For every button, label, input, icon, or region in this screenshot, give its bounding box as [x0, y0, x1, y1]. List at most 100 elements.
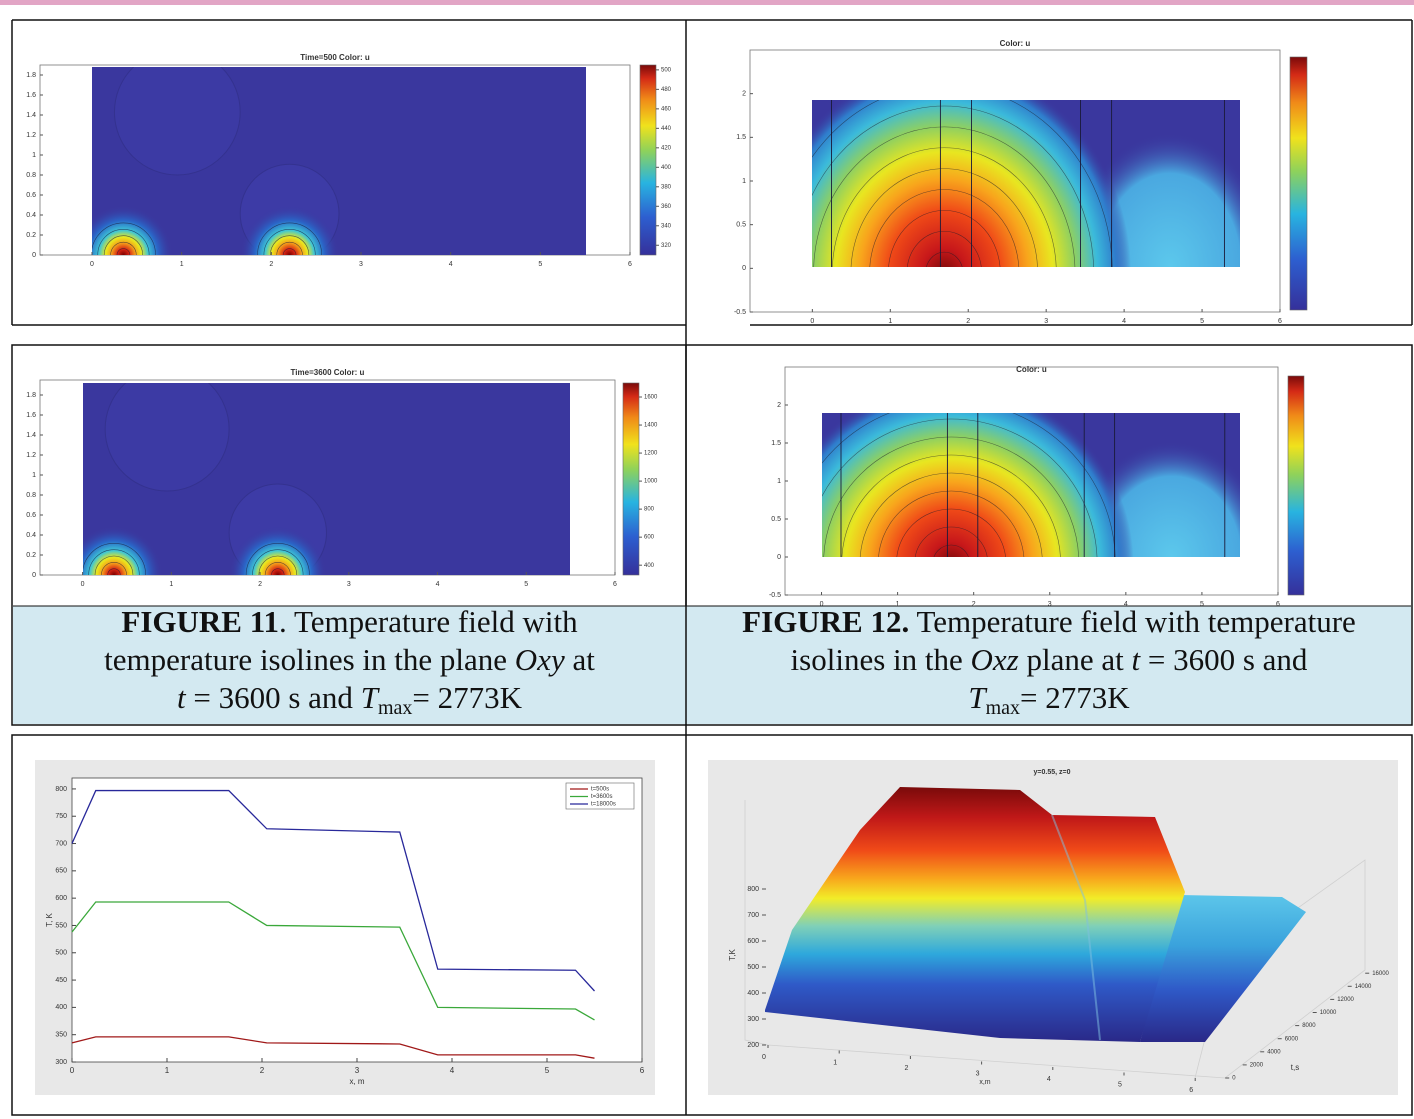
y-tick-label: -0.5 [769, 592, 781, 599]
caption-text: = 2773K [1020, 680, 1130, 715]
isoline [88, 549, 140, 575]
y-tick-label: 0.2 [26, 552, 36, 559]
y-tick-label: 650 [55, 868, 67, 875]
colorbar-tick-label: 440 [661, 126, 672, 132]
x-tick-label: 2 [972, 601, 976, 608]
y-tick-label: 0 [32, 252, 36, 259]
isoline [92, 222, 156, 255]
x-tick-label: 0 [820, 601, 824, 608]
y-tick-label: 550 [55, 922, 67, 929]
y-tick-label: 0.6 [26, 192, 36, 199]
caption-line: t = 3600 s and Tmax= 2773K [177, 679, 522, 727]
row-frame [11, 344, 1413, 726]
isoline [926, 251, 963, 267]
caption-text: t [1131, 642, 1141, 677]
colorbar [622, 382, 640, 576]
caption-text: . Temperature field with [279, 604, 578, 639]
y-tick-label: 14000 [1355, 984, 1372, 990]
x-tick-label: 0 [90, 261, 94, 268]
legend-label: t=18000s [591, 802, 616, 808]
caption-text: max [985, 697, 1021, 719]
y-tick-label: 1.6 [26, 412, 36, 419]
y-tick-label: 600 [55, 895, 67, 902]
colorbar [1289, 56, 1308, 311]
heatmap-panel: Color: u 0 1 2 3 4 5 6 -0.5 0 0.5 1 1.5 2 [734, 39, 1308, 325]
isoline [933, 544, 969, 557]
isoline [276, 241, 303, 255]
top-strip [0, 0, 1414, 5]
z-tick-label: 800 [747, 886, 759, 893]
x-tick-label: 6 [1276, 601, 1280, 608]
caption-text: Temperature field with temperature [909, 604, 1356, 639]
isoline [110, 241, 137, 255]
isoline [832, 147, 1057, 267]
x-tick-label: 4 [1122, 318, 1126, 325]
isoline [270, 235, 310, 255]
caption-text: FIGURE 11 [121, 604, 280, 639]
colorbar-tick-label: 800 [644, 507, 655, 513]
y-tick-label: 750 [55, 813, 67, 820]
colorbar-tick-label: 480 [661, 87, 672, 93]
y-axis-label: t,s [1291, 1063, 1299, 1072]
isoline [264, 562, 291, 575]
y-axis-label: T, K [45, 912, 54, 926]
x-tick-label: 6 [640, 1066, 645, 1075]
caption: FIGURE 12. Temperature field with temper… [687, 604, 1411, 723]
x-tick-label: 5 [1200, 318, 1204, 325]
isoline [869, 189, 1020, 267]
y-tick-label: 0 [742, 265, 746, 272]
surface-title: y=0.55, z=0 [1034, 769, 1071, 776]
caption: FIGURE 11. Temperature field with tempera… [13, 604, 686, 723]
caption-line: isolines in the Oxz plane at t = 3600 s … [791, 641, 1308, 679]
y-tick-label: 500 [55, 950, 67, 957]
y-tick-label: 0.4 [26, 532, 36, 539]
x-tick-label: 5 [545, 1066, 550, 1075]
y-tick-label: 0 [777, 554, 781, 561]
y-tick-label: 800 [55, 786, 67, 793]
y-tick-label: 0.8 [26, 172, 36, 179]
y-tick-label: 1.8 [26, 392, 36, 399]
y-tick-label: 16000 [1372, 971, 1389, 977]
panel-title: Time=500 Color: u [300, 53, 370, 62]
x-tick-label: 1 [169, 581, 173, 588]
caption-band [13, 606, 1411, 724]
colorbar-tick-label: 420 [661, 145, 672, 151]
caption-line: temperature isolines in the plane Oxy at [104, 641, 595, 679]
isoline [914, 526, 988, 557]
isoline [907, 230, 982, 267]
caption-text: plane at [1018, 642, 1132, 677]
colorbar [1287, 375, 1305, 596]
isoline [116, 248, 131, 255]
isoline [813, 126, 1076, 267]
isoline [841, 454, 1061, 557]
isoline [896, 508, 1006, 557]
x-tick-label: 4 [449, 261, 453, 268]
data-line [71, 789, 595, 992]
y-tick-label: 10000 [1320, 1010, 1337, 1016]
panel-title: Time=3600 Color: u [291, 368, 365, 377]
caption-line: Tmax= 2773K [968, 679, 1129, 727]
y-tick-label: 450 [55, 977, 67, 984]
y-tick-label: 700 [55, 840, 67, 847]
colorbar-tick-label: 1000 [644, 479, 658, 485]
x-tick-label: 3 [976, 1070, 980, 1077]
x-tick-label: 3 [355, 1066, 360, 1075]
caption-line: FIGURE 12. Temperature field with temper… [742, 603, 1356, 641]
x-tick-label: 4 [1047, 1076, 1051, 1083]
x-tick-label: 5 [524, 581, 528, 588]
z-tick-label: 300 [747, 1016, 759, 1023]
isoline [271, 568, 285, 575]
y-tick-label: 1.6 [26, 92, 36, 99]
x-tick-label: 2 [904, 1065, 908, 1072]
sphere-outline [113, 67, 241, 176]
hot-spot [83, 526, 163, 575]
y-tick-label: 0.2 [26, 232, 36, 239]
x-tick-label: 3 [1044, 318, 1048, 325]
heatmap-panel: Time=3600 Color: u 0 1 2 3 4 5 6 0 0.2 0.4 0.6 0.8 1 1… [26, 368, 658, 588]
caption-text: max [377, 697, 413, 719]
y-tick-label: 0 [1232, 1076, 1236, 1082]
colorbar-tick-label: 360 [661, 204, 672, 210]
isoline [282, 248, 297, 255]
colorbar-tick-label: 380 [661, 184, 672, 190]
